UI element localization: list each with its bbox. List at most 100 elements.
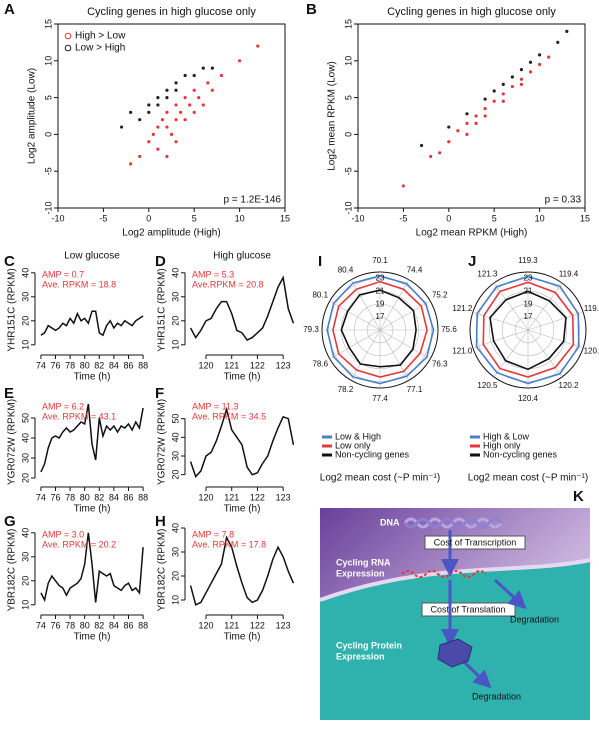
spoke (350, 279, 381, 331)
y-tick-label: 5 (343, 95, 353, 100)
rna-label: Cycling RNA (336, 557, 391, 567)
x-tick-label: 74 (36, 492, 46, 502)
x-tick-label: 76 (51, 620, 61, 630)
point (501, 99, 505, 103)
x-tick-label: 74 (36, 620, 46, 630)
point (178, 110, 183, 114)
point (565, 29, 569, 33)
point (483, 97, 487, 101)
y-tick-label: 40 (20, 268, 30, 278)
x-tick-label: 86 (123, 360, 133, 370)
point (447, 140, 451, 144)
x-tick-label: 5 (492, 213, 497, 223)
y-tick-label: 40 (170, 523, 180, 533)
r-tick-label: 19 (376, 299, 385, 308)
r-tick-label: 23 (524, 274, 533, 283)
line (189, 406, 295, 478)
annotation: p = 1.2E-146 (223, 195, 281, 206)
y-tick-label: 10 (20, 340, 30, 350)
spoke (350, 329, 381, 381)
point (465, 132, 469, 136)
point (474, 114, 478, 118)
point (174, 88, 178, 92)
x-tick-label: 80 (80, 492, 90, 502)
x-axis-label: Time (h) (74, 632, 111, 643)
x-tick-label: 88 (138, 492, 148, 502)
spoke-label: 79.3 (303, 325, 319, 334)
y-tick-label: 10 (170, 595, 180, 605)
panel-label: D (155, 253, 166, 270)
point (256, 44, 260, 48)
spoke-label: 119.6 (584, 304, 599, 313)
x-axis-label: Log2 mean cost (~P min⁻¹) (468, 473, 588, 484)
legend-marker (64, 32, 72, 40)
point (174, 103, 178, 107)
point (401, 184, 405, 188)
x-tick-label: 76 (51, 492, 61, 502)
transcription-label: Cost of Transcription (434, 537, 517, 547)
point (156, 103, 160, 107)
x-tick-label: 82 (94, 492, 104, 502)
x-tick-label: 88 (138, 620, 148, 630)
y-tick-label: 40 (20, 433, 30, 443)
legend-label: High only (483, 440, 521, 450)
x-tick-label: 78 (65, 620, 75, 630)
radar-line (482, 281, 575, 378)
point (528, 70, 533, 74)
x-tick-label: 123 (276, 492, 291, 502)
annotation: Ave. RPKM = 20.2 (42, 539, 116, 549)
r-tick-label: 21 (524, 286, 533, 295)
spoke (527, 282, 563, 331)
point (210, 88, 214, 92)
legend-marker (64, 44, 72, 52)
x-tick-label: 5 (192, 213, 197, 223)
point (501, 92, 505, 96)
y-tick-label: 30 (170, 292, 180, 302)
y-tick-label: 5 (43, 95, 53, 100)
translation-label: Cost of Translation (430, 604, 505, 614)
point (129, 110, 133, 114)
chart-title: High glucose (213, 251, 271, 262)
point (447, 125, 451, 129)
panel-label: I (318, 253, 322, 270)
spoke-label: 78.6 (312, 360, 328, 369)
radar-line (489, 290, 567, 371)
point (183, 73, 187, 78)
point (119, 125, 124, 129)
x-tick-label: 76 (51, 360, 61, 370)
point (528, 60, 533, 64)
point (192, 110, 196, 114)
spoke-label: 120.5 (477, 381, 498, 390)
point (206, 81, 210, 85)
y-tick-label: 20 (170, 571, 180, 581)
spoke (472, 329, 529, 349)
y-tick-label: 10 (343, 56, 353, 66)
annotation: AMP = 7.8 (192, 529, 234, 539)
y-tick-label: 20 (170, 316, 180, 326)
y-tick-label: 50 (170, 414, 180, 424)
x-tick-label: 80 (80, 360, 90, 370)
legend-label: High > Low (75, 31, 126, 42)
y-axis-label: YHR151C (RPKM) (7, 268, 18, 351)
y-axis-label: YHR151C (RPKM) (157, 268, 168, 351)
point (210, 66, 214, 70)
point (174, 81, 178, 85)
degradation-label: Degradation (510, 614, 559, 624)
y-axis-label: Log2 mean RPKM (Low) (327, 61, 338, 171)
dna-helix (403, 517, 503, 529)
point (519, 68, 524, 72)
y-tick-label: 10 (43, 56, 53, 66)
spoke-label: 119.4 (559, 269, 579, 278)
point (465, 112, 469, 116)
point (547, 55, 551, 59)
point (492, 99, 496, 103)
spoke-label: 80.4 (338, 265, 354, 274)
panel-label: A (4, 1, 15, 18)
panel-label: J (468, 253, 476, 270)
y-tick-label: 40 (170, 268, 180, 278)
legend-label: Low only (335, 440, 371, 450)
point (138, 118, 142, 122)
r-tick-label: 17 (524, 312, 533, 321)
